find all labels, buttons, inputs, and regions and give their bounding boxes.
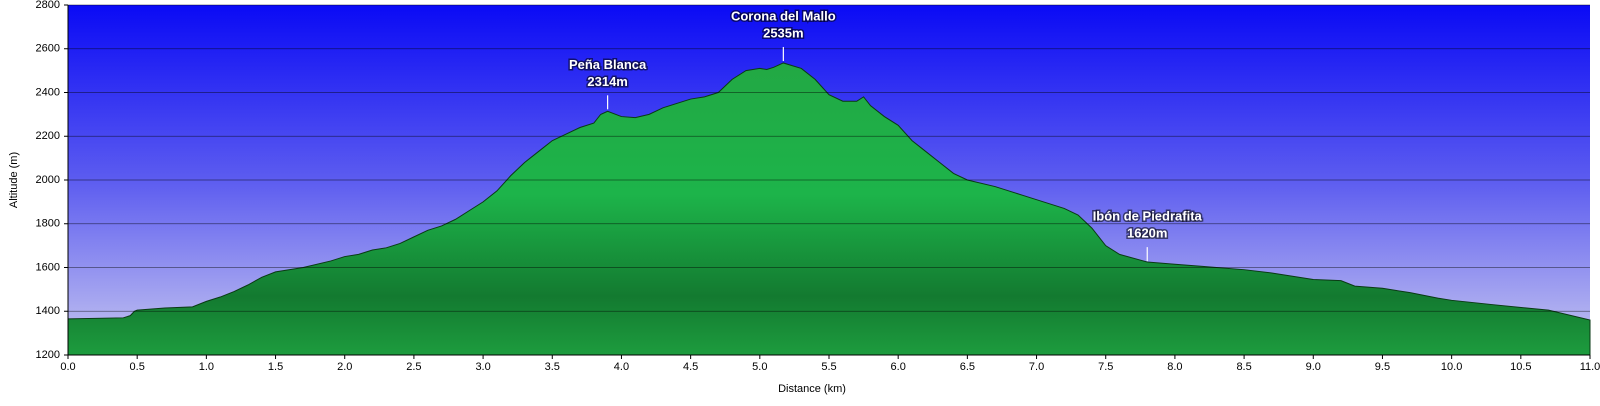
y-tick-label: 2600 <box>36 43 60 55</box>
annotation-value: 2535m <box>763 25 803 40</box>
y-tick-label: 1400 <box>36 305 60 317</box>
x-tick-label: 7.5 <box>1098 361 1113 373</box>
y-tick-label: 2400 <box>36 86 60 98</box>
x-tick-label: 5.5 <box>821 361 836 373</box>
y-tick-label: 2200 <box>36 130 60 142</box>
x-tick-label: 3.0 <box>475 361 490 373</box>
annotation-value: 2314m <box>587 74 627 89</box>
x-tick-label: 0.5 <box>130 361 145 373</box>
x-tick-label: 8.5 <box>1236 361 1251 373</box>
x-tick-label: 6.0 <box>891 361 906 373</box>
x-tick-label: 4.0 <box>614 361 629 373</box>
x-tick-label: 4.5 <box>683 361 698 373</box>
y-tick-label: 1800 <box>36 218 60 230</box>
x-tick-label: 2.0 <box>337 361 352 373</box>
elevation-area <box>67 62 1591 356</box>
x-tick-label: 11.0 <box>1580 361 1600 373</box>
x-tick-label: 6.5 <box>960 361 975 373</box>
x-tick-label: 7.0 <box>1029 361 1044 373</box>
annotation-label: Corona del Mallo <box>731 8 836 23</box>
annotation-label: Peña Blanca <box>569 57 647 72</box>
x-tick-label: 9.5 <box>1375 361 1390 373</box>
x-tick-label: 3.5 <box>545 361 560 373</box>
x-tick-label: 1.0 <box>199 361 214 373</box>
x-tick-label: 1.5 <box>268 361 283 373</box>
x-tick-label: 9.0 <box>1306 361 1321 373</box>
annotation-value: 1620m <box>1127 226 1167 241</box>
x-tick-label: 2.5 <box>406 361 421 373</box>
x-tick-label: 8.0 <box>1167 361 1182 373</box>
x-axis-label: Distance (km) <box>778 383 846 395</box>
y-tick-label: 1200 <box>36 349 60 361</box>
annotation-label: Ibón de Piedrafita <box>1093 209 1203 224</box>
x-tick-label: 0.0 <box>60 361 75 373</box>
y-axis-label: Altitude (m) <box>8 152 20 208</box>
y-tick-label: 2800 <box>36 0 60 11</box>
y-tick-label: 2000 <box>36 174 60 186</box>
x-tick-label: 10.0 <box>1441 361 1462 373</box>
x-tick-label: 10.5 <box>1510 361 1531 373</box>
x-tick-label: 5.0 <box>752 361 767 373</box>
y-tick-label: 1600 <box>36 261 60 273</box>
